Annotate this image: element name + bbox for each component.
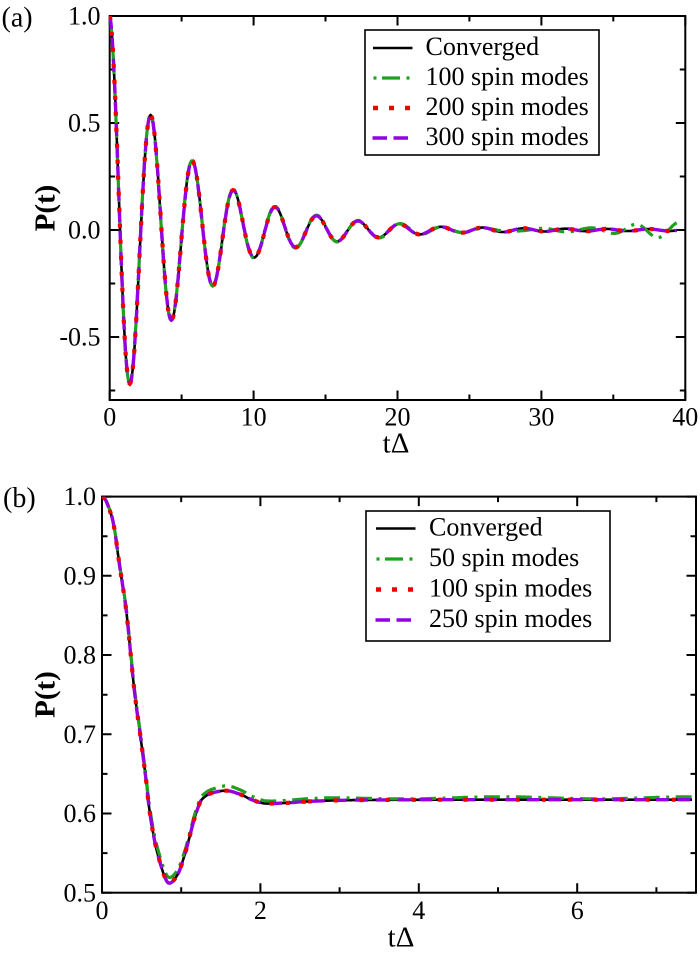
svg-text:tΔ: tΔ — [388, 922, 415, 954]
svg-text:Converged: Converged — [426, 32, 540, 61]
svg-text:0.5: 0.5 — [64, 878, 97, 907]
svg-text:6: 6 — [571, 896, 584, 925]
svg-text:2: 2 — [254, 896, 267, 925]
svg-text:30: 30 — [528, 403, 554, 432]
svg-text:0.0: 0.0 — [68, 216, 101, 245]
svg-text:0.8: 0.8 — [64, 641, 97, 670]
svg-text:0.9: 0.9 — [64, 561, 97, 590]
svg-text:100 spin modes: 100 spin modes — [426, 62, 589, 91]
svg-text:tΔ: tΔ — [383, 428, 410, 460]
svg-text:1.0: 1.0 — [64, 482, 97, 511]
svg-text:100 spin modes: 100 spin modes — [429, 574, 592, 603]
svg-text:P(t): P(t) — [30, 671, 62, 718]
svg-text:Converged: Converged — [429, 513, 543, 542]
svg-text:0: 0 — [103, 403, 116, 432]
svg-text:40: 40 — [672, 403, 698, 432]
svg-text:1.0: 1.0 — [68, 2, 101, 31]
svg-text:0: 0 — [96, 896, 109, 925]
svg-text:(b): (b) — [3, 483, 36, 514]
svg-text:250 spin modes: 250 spin modes — [429, 604, 592, 633]
svg-text:50 spin modes: 50 spin modes — [429, 543, 579, 572]
svg-text:300 spin modes: 300 spin modes — [426, 122, 589, 151]
svg-text:(a): (a) — [2, 3, 33, 34]
svg-text:0.5: 0.5 — [68, 109, 101, 138]
svg-text:P(t): P(t) — [30, 185, 62, 232]
svg-text:10: 10 — [241, 403, 267, 432]
svg-text:-0.5: -0.5 — [59, 323, 100, 352]
svg-text:0.6: 0.6 — [64, 799, 97, 828]
svg-text:4: 4 — [412, 896, 425, 925]
svg-text:0.7: 0.7 — [64, 720, 97, 749]
svg-text:20: 20 — [385, 403, 411, 432]
svg-text:200 spin modes: 200 spin modes — [426, 92, 589, 121]
